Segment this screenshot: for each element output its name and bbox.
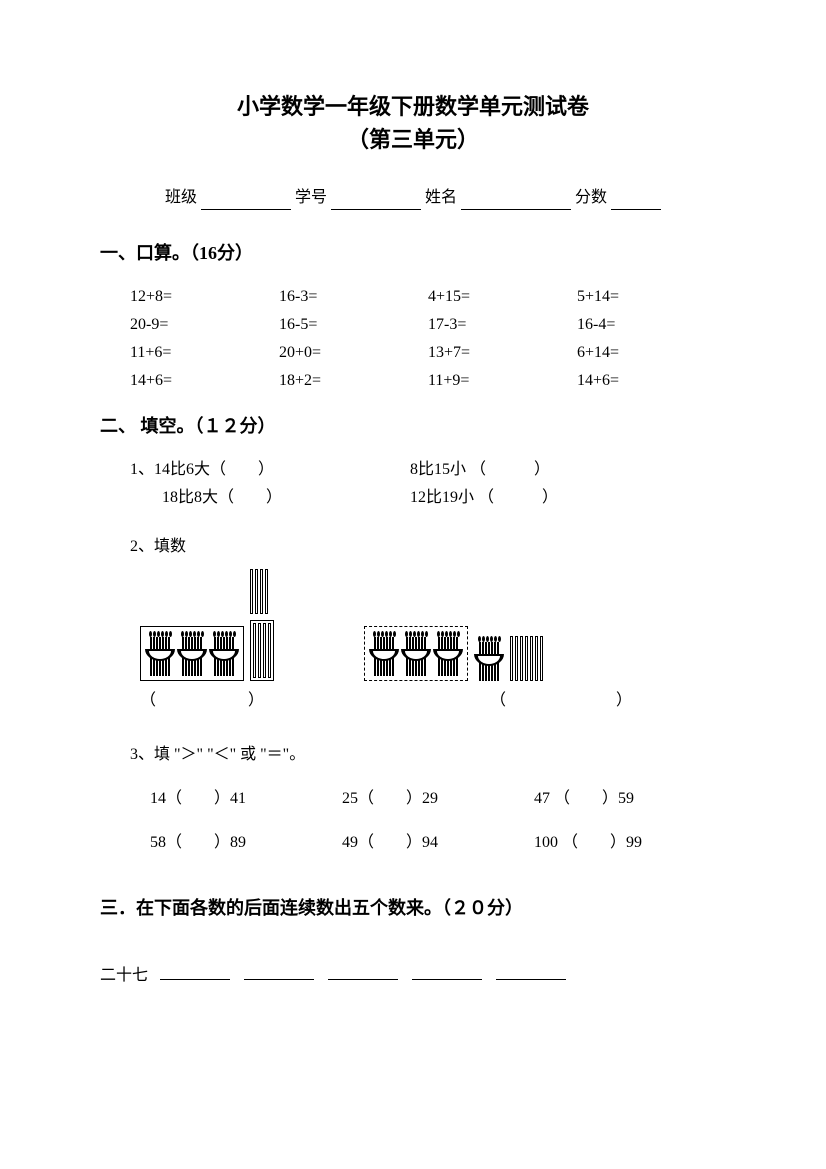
class-blank[interactable] xyxy=(201,192,291,210)
cmp-cell: 100 （ ）99 xyxy=(534,831,726,855)
left-diagram xyxy=(140,569,274,681)
count-start: 二十七 xyxy=(100,964,148,988)
q1-row2: 18比8大（ ） 12比19小 （ ） xyxy=(130,486,726,510)
count-blank[interactable] xyxy=(160,962,230,980)
student-info-row: 班级 学号 姓名 分数 xyxy=(100,186,726,210)
q3-label: 3、填 "＞" "＜" 或 "＝"。 xyxy=(130,743,726,767)
mm-row: 14+6= 18+2= 11+9= 14+6= xyxy=(130,369,726,393)
q1-left-2: 18比8大（ ） xyxy=(130,486,410,510)
mm-row: 20-9= 16-5= 17-3= 16-4= xyxy=(130,313,726,337)
title-line-1: 小学数学一年级下册数学单元测试卷 xyxy=(100,90,726,123)
right-diagram xyxy=(364,626,543,681)
count-blank[interactable] xyxy=(244,962,314,980)
cmp-cell: 58（ ）89 xyxy=(150,831,342,855)
cmp-cell: 14（ ）41 xyxy=(150,787,342,811)
fill-section: 1、14比6大（ ） 8比15小 （ ） 18比8大（ ） 12比19小 （ ）… xyxy=(100,458,726,855)
mm-cell: 11+9= xyxy=(428,369,577,393)
mm-cell: 11+6= xyxy=(130,341,279,365)
q1-right-2: 12比19小 （ ） xyxy=(410,486,558,510)
section2-header: 二、 填空。（１２分） xyxy=(100,413,726,440)
q1-row1: 1、14比6大（ ） 8比15小 （ ） xyxy=(130,458,726,482)
score-blank[interactable] xyxy=(611,192,661,210)
mm-cell: 14+6= xyxy=(130,369,279,393)
id-label: 学号 xyxy=(295,189,327,206)
mm-cell: 12+8= xyxy=(130,285,279,309)
mm-cell: 16-5= xyxy=(279,313,428,337)
q1-left-1: 1、14比6大（ ） xyxy=(130,458,410,482)
q1-l1: 14比6大（ ） xyxy=(154,461,274,478)
count-blank[interactable] xyxy=(412,962,482,980)
mm-cell: 17-3= xyxy=(428,313,577,337)
bundle-frame-right-dashed xyxy=(364,626,468,681)
compare-row: 14（ ）41 25（ ）29 47 （ ）59 xyxy=(150,787,726,811)
diagram-row xyxy=(130,569,726,681)
cmp-cell: 25（ ）29 xyxy=(342,787,534,811)
q1-right-1: 8比15小 （ ） xyxy=(410,458,550,482)
q2-label: 2、填数 xyxy=(130,535,726,559)
name-label: 姓名 xyxy=(425,189,457,206)
mm-cell: 16-3= xyxy=(279,285,428,309)
id-blank[interactable] xyxy=(331,192,421,210)
count-row: 二十七 xyxy=(100,962,726,988)
mm-cell: 18+2= xyxy=(279,369,428,393)
q1-label: 1、 xyxy=(130,461,154,478)
compare-row: 58（ ）89 49（ ）94 100 （ ）99 xyxy=(150,831,726,855)
mm-cell: 20-9= xyxy=(130,313,279,337)
cmp-cell: 47 （ ）59 xyxy=(534,787,726,811)
mm-row: 11+6= 20+0= 13+7= 6+14= xyxy=(130,341,726,365)
compare-rows: 14（ ）41 25（ ）29 47 （ ）59 58（ ）89 49（ ）94… xyxy=(130,787,726,855)
bundle-frame-left xyxy=(140,626,244,681)
class-label: 班级 xyxy=(165,189,197,206)
title-line-2: （第三单元） xyxy=(100,123,726,156)
count-blank[interactable] xyxy=(496,962,566,980)
section1-header: 一、口算。（16分） xyxy=(100,240,726,267)
mm-cell: 13+7= xyxy=(428,341,577,365)
mm-cell: 14+6= xyxy=(577,369,726,393)
count-blank[interactable] xyxy=(328,962,398,980)
mm-cell: 5+14= xyxy=(577,285,726,309)
q2-answer-row: （ ） （ ） xyxy=(130,689,726,713)
score-label: 分数 xyxy=(575,189,607,206)
q2-right-answer: （ ） xyxy=(490,689,634,713)
name-blank[interactable] xyxy=(461,192,571,210)
mm-cell: 6+14= xyxy=(577,341,726,365)
cmp-cell: 49（ ）94 xyxy=(342,831,534,855)
mm-cell: 20+0= xyxy=(279,341,428,365)
title-block: 小学数学一年级下册数学单元测试卷 （第三单元） xyxy=(100,90,726,156)
section3-header: 三．在下面各数的后面连续数出五个数来。（２０分） xyxy=(100,895,726,922)
q2-left-answer: （ ） xyxy=(140,689,450,713)
mm-cell: 4+15= xyxy=(428,285,577,309)
mental-math-grid: 12+8= 16-3= 4+15= 5+14= 20-9= 16-5= 17-3… xyxy=(100,285,726,393)
mm-row: 12+8= 16-3= 4+15= 5+14= xyxy=(130,285,726,309)
mm-cell: 16-4= xyxy=(577,313,726,337)
